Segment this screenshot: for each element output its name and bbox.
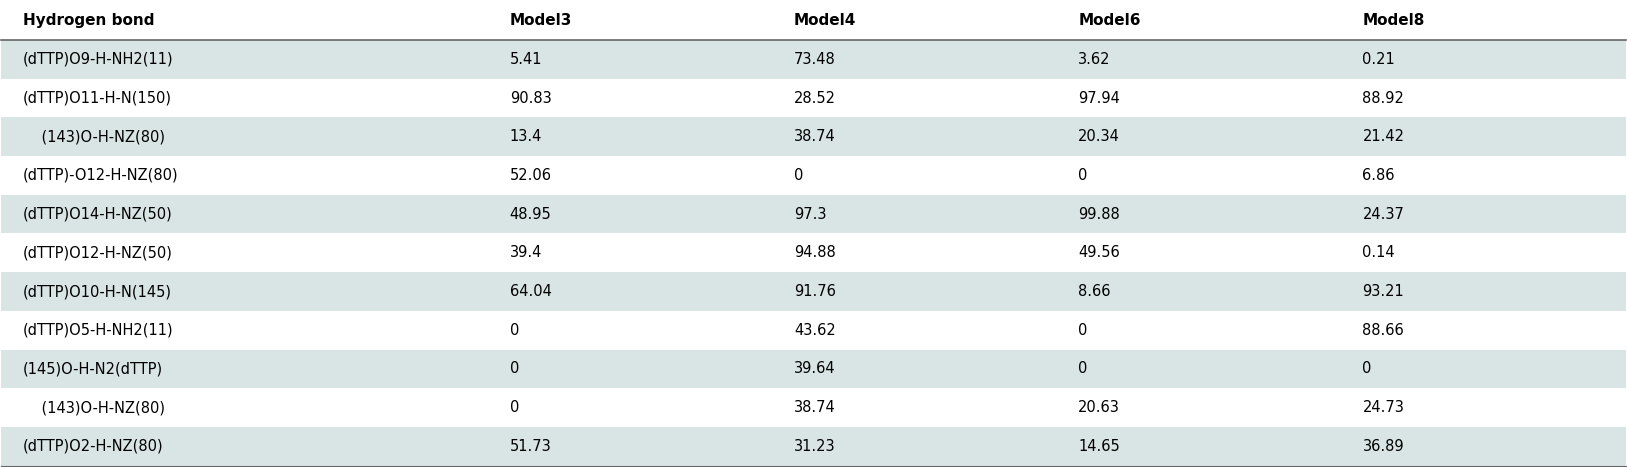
- Text: 14.65: 14.65: [1079, 439, 1119, 454]
- Text: (dTTP)-O12-H-NZ(80): (dTTP)-O12-H-NZ(80): [23, 168, 177, 183]
- Text: 0: 0: [1362, 361, 1372, 376]
- Text: 90.83: 90.83: [509, 91, 552, 106]
- Text: 24.73: 24.73: [1362, 400, 1404, 415]
- Text: 31.23: 31.23: [794, 439, 836, 454]
- Bar: [2, 350, 1625, 388]
- Bar: [2, 156, 1625, 195]
- Text: 5.41: 5.41: [509, 52, 542, 67]
- Bar: [2, 79, 1625, 117]
- Text: 3.62: 3.62: [1079, 52, 1111, 67]
- Text: Model3: Model3: [509, 13, 573, 28]
- Text: 97.94: 97.94: [1079, 91, 1119, 106]
- Text: 0: 0: [509, 400, 519, 415]
- Text: 13.4: 13.4: [509, 129, 542, 144]
- Text: (dTTP)O5-H-NH2(11): (dTTP)O5-H-NH2(11): [23, 323, 172, 338]
- Text: 39.64: 39.64: [794, 361, 836, 376]
- Text: 97.3: 97.3: [794, 207, 827, 222]
- Text: Hydrogen bond: Hydrogen bond: [23, 13, 155, 28]
- Text: (dTTP)O11-H-N(150): (dTTP)O11-H-N(150): [23, 91, 171, 106]
- Text: 73.48: 73.48: [794, 52, 836, 67]
- Text: 88.66: 88.66: [1362, 323, 1404, 338]
- Text: (143)O-H-NZ(80): (143)O-H-NZ(80): [23, 400, 164, 415]
- Text: 0.14: 0.14: [1362, 245, 1394, 260]
- Text: 48.95: 48.95: [509, 207, 552, 222]
- Bar: [2, 117, 1625, 156]
- Text: 52.06: 52.06: [509, 168, 552, 183]
- Text: 0: 0: [509, 361, 519, 376]
- Text: 38.74: 38.74: [794, 400, 836, 415]
- Text: 28.52: 28.52: [794, 91, 836, 106]
- Text: 94.88: 94.88: [794, 245, 836, 260]
- Text: 0.21: 0.21: [1362, 52, 1396, 67]
- Text: 88.92: 88.92: [1362, 91, 1404, 106]
- Text: Model6: Model6: [1079, 13, 1141, 28]
- Text: (dTTP)O12-H-NZ(50): (dTTP)O12-H-NZ(50): [23, 245, 172, 260]
- Bar: [2, 195, 1625, 234]
- Text: 0: 0: [509, 323, 519, 338]
- Bar: [2, 272, 1625, 311]
- Text: Model4: Model4: [794, 13, 856, 28]
- Text: 38.74: 38.74: [794, 129, 836, 144]
- Text: (dTTP)O14-H-NZ(50): (dTTP)O14-H-NZ(50): [23, 207, 172, 222]
- Bar: [2, 427, 1625, 466]
- Text: 21.42: 21.42: [1362, 129, 1404, 144]
- Text: 0: 0: [1079, 361, 1087, 376]
- Text: (143)O-H-NZ(80): (143)O-H-NZ(80): [23, 129, 164, 144]
- Text: (dTTP)O9-H-NH2(11): (dTTP)O9-H-NH2(11): [23, 52, 172, 67]
- Text: 36.89: 36.89: [1362, 439, 1404, 454]
- Text: 24.37: 24.37: [1362, 207, 1404, 222]
- Text: 49.56: 49.56: [1079, 245, 1119, 260]
- Text: 0: 0: [1079, 323, 1087, 338]
- Text: 0: 0: [794, 168, 804, 183]
- Text: 51.73: 51.73: [509, 439, 552, 454]
- Text: 8.66: 8.66: [1079, 284, 1111, 299]
- Bar: [2, 234, 1625, 272]
- Text: (dTTP)O2-H-NZ(80): (dTTP)O2-H-NZ(80): [23, 439, 163, 454]
- Text: 20.63: 20.63: [1079, 400, 1119, 415]
- Text: (145)O-H-N2(dTTP): (145)O-H-N2(dTTP): [23, 361, 163, 376]
- Text: 43.62: 43.62: [794, 323, 836, 338]
- Text: (dTTP)O10-H-N(145): (dTTP)O10-H-N(145): [23, 284, 171, 299]
- Text: 20.34: 20.34: [1079, 129, 1119, 144]
- Text: Model8: Model8: [1362, 13, 1425, 28]
- Text: 6.86: 6.86: [1362, 168, 1394, 183]
- Bar: [2, 388, 1625, 427]
- Text: 0: 0: [1079, 168, 1087, 183]
- Text: 99.88: 99.88: [1079, 207, 1119, 222]
- Text: 91.76: 91.76: [794, 284, 836, 299]
- Text: 93.21: 93.21: [1362, 284, 1404, 299]
- Bar: [2, 40, 1625, 79]
- Bar: [2, 311, 1625, 350]
- Bar: [2, 1, 1625, 40]
- Text: 64.04: 64.04: [509, 284, 552, 299]
- Text: 39.4: 39.4: [509, 245, 542, 260]
